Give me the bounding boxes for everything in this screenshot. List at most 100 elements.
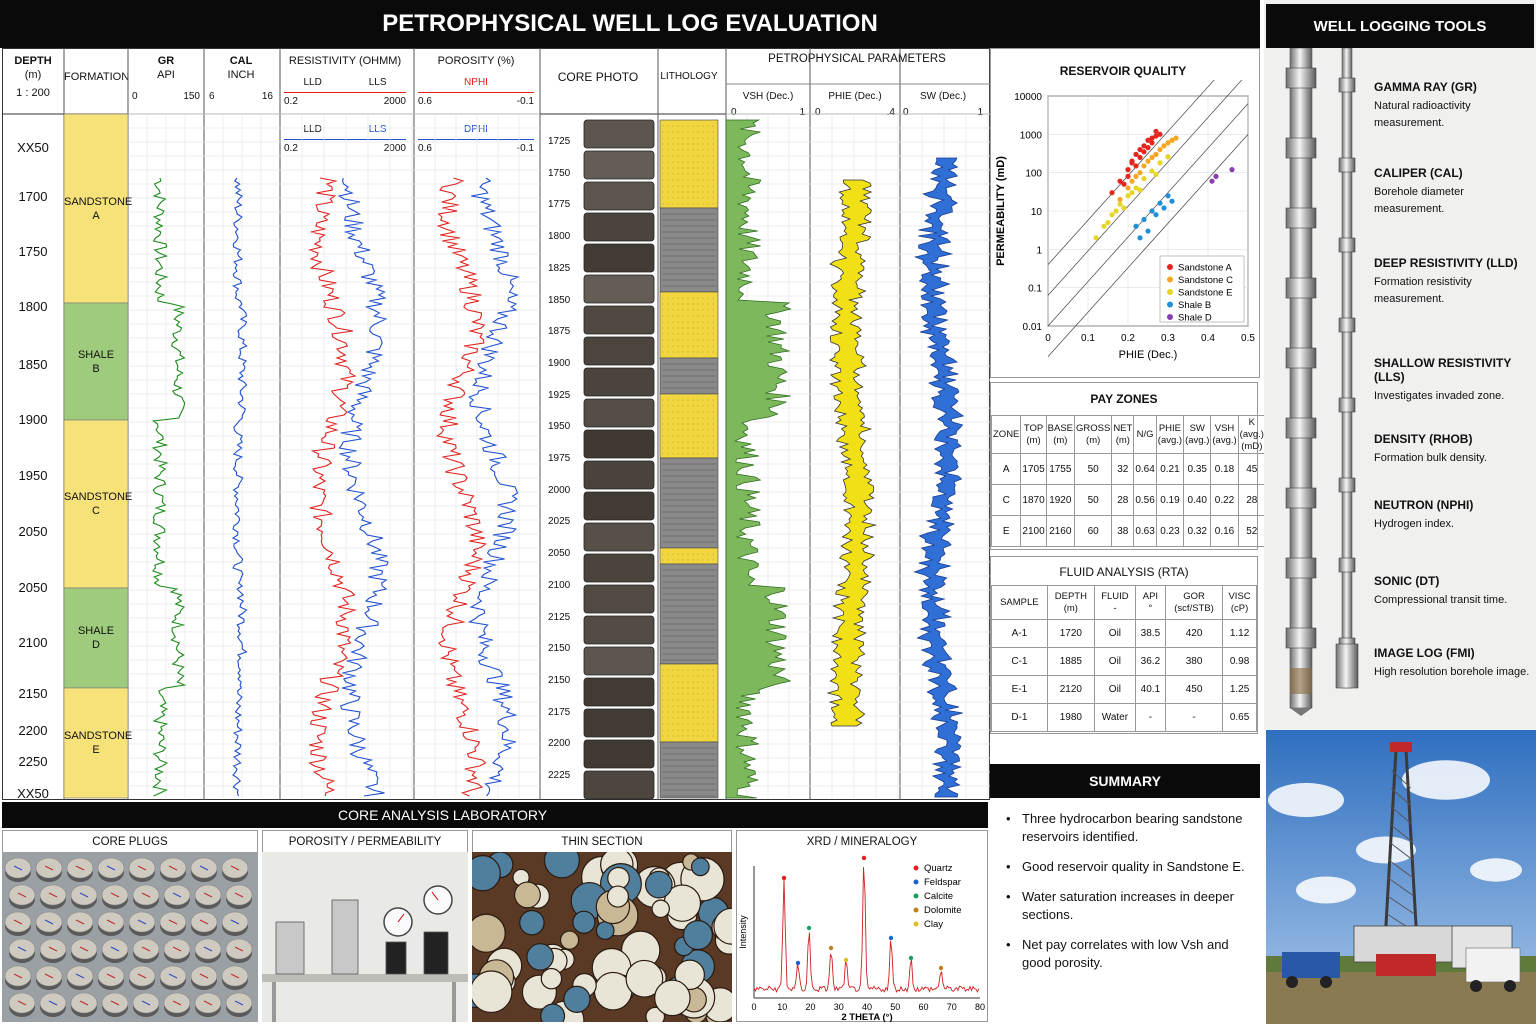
rq-point	[1145, 137, 1151, 143]
lab-cylinder	[385, 941, 407, 975]
table-header-cell: SW (avg.)	[1183, 415, 1212, 454]
page-title: PETROPHYSICAL WELL LOG EVALUATION	[382, 10, 878, 37]
rq-point	[1149, 154, 1155, 161]
cloud	[1268, 782, 1344, 818]
pay-zones-table: ZONE TOP (m) BASE (m) GROSS (m) NET (m) N/G PHIE (a…	[990, 415, 1266, 547]
por-min: 0.6	[418, 96, 432, 107]
cloud	[1296, 876, 1356, 904]
plug-marking	[141, 892, 151, 898]
plug-marking	[203, 946, 213, 952]
rq-point	[1157, 160, 1163, 166]
plug-marking	[13, 919, 23, 925]
core-segment	[583, 708, 655, 738]
plug-marking	[106, 865, 116, 871]
rq-point	[1145, 158, 1151, 164]
tools-bar: WELL LOGGING TOOLS	[1266, 4, 1534, 48]
drilling-rig-photo	[1266, 730, 1536, 1024]
formation-block	[63, 587, 129, 689]
fluid-analysis-table: SAMPLE DEPTH (m) FLUID - API ° GOR (scf/STB) VISC…	[991, 585, 1257, 732]
tool-description: Formation bulk density.	[1374, 452, 1487, 464]
plug-marking	[137, 865, 147, 871]
table-header-cell: NET (m)	[1111, 415, 1135, 454]
rq-x-tick: 0.1	[1081, 333, 1095, 344]
table-cell: E-1	[991, 675, 1048, 704]
xrd-legend-marker	[913, 907, 919, 913]
rq-point	[1165, 140, 1171, 146]
plug-marking	[172, 1000, 182, 1006]
gr-max: 150	[183, 91, 200, 102]
depth-unit: (m)	[24, 69, 42, 81]
resistivity-header: RESISTIVITY (OHMM) LLD LLS 0.2 2000 LLD …	[280, 54, 410, 156]
vsh-max: 1	[799, 107, 805, 118]
grain	[472, 913, 506, 953]
lithology-block	[659, 663, 719, 743]
cloud	[1470, 858, 1522, 882]
table-cell: 0.63	[1133, 515, 1157, 547]
core-depth-label: 1800	[548, 231, 571, 243]
rq-point	[1105, 219, 1111, 226]
plug-marking	[234, 892, 244, 898]
nphi-label: NPHI	[464, 77, 488, 88]
derrick-brace	[1387, 877, 1415, 897]
porosity-label: POROSITY (%)	[437, 55, 515, 67]
rq-x-label: PHIE (Dec.)	[1119, 349, 1178, 361]
vsh-header: VSH (Dec.) 0 1	[728, 90, 808, 120]
cloud	[1402, 760, 1490, 800]
tool-collar	[1285, 627, 1317, 649]
xrd-x-tick: 20	[805, 1002, 815, 1012]
table-cell: 0.35	[1183, 453, 1212, 485]
plug-marking	[110, 1000, 120, 1006]
plug-marking	[137, 919, 147, 925]
rq-y-tick: 100	[1025, 169, 1042, 180]
cal-label: CAL	[229, 55, 253, 67]
table-cell: 380	[1164, 647, 1224, 676]
table-cell: 1.25	[1222, 675, 1257, 704]
rq-x-tick: 0.2	[1121, 333, 1135, 344]
depth-tick-label: 1950	[18, 468, 48, 483]
core-depth-label: 1825	[548, 262, 571, 274]
core-lab-panel-title: CORE PLUGS	[92, 836, 168, 848]
plug-marking	[44, 865, 54, 871]
rq-point	[1141, 176, 1147, 182]
xrd-x-tick: 40	[862, 1002, 872, 1012]
wheel	[1470, 980, 1482, 992]
derrick-brace	[1391, 769, 1411, 789]
derrick-brace	[1390, 787, 1412, 807]
gr-header: GR API 0 150	[128, 54, 204, 104]
lld-curve	[307, 177, 358, 797]
plug-marking	[79, 1000, 89, 1006]
tool-bottom-sub	[1335, 643, 1359, 689]
tool-description: Hydrogen index.	[1374, 518, 1455, 530]
table-cell: 32	[1111, 453, 1135, 485]
rq-trend-line	[1047, 134, 1249, 357]
table-header-cell: N/G	[1133, 415, 1157, 454]
lab-cylinder	[423, 931, 449, 975]
formation-label: SANDSTONE E	[64, 730, 133, 756]
plug-marking	[75, 973, 85, 979]
core-depth-label: 2050	[548, 548, 571, 560]
depth-tick-label: 1900	[18, 412, 48, 427]
table-cell: 0.98	[1222, 647, 1257, 676]
table-header-cell: VSH (avg.)	[1210, 415, 1239, 454]
grain	[572, 910, 596, 934]
grain	[690, 857, 710, 877]
rq-point	[1133, 163, 1139, 169]
core-segment	[583, 305, 655, 335]
grain	[472, 970, 513, 1014]
core-segment	[583, 553, 655, 583]
phie-label: PHIE (Dec.)	[828, 91, 882, 102]
plug-marking	[230, 919, 240, 925]
formation-column: SANDSTONE A SHALE B SANDSTONE C SHALE D SANDSTON…	[64, 114, 133, 798]
plug-marking	[79, 946, 89, 952]
rq-point	[1157, 131, 1163, 137]
grain	[559, 930, 580, 950]
rq-legend-marker	[1167, 289, 1173, 295]
core-segment	[583, 615, 655, 645]
depth-header: DEPTH (m) 1 : 200	[4, 54, 62, 100]
table-row: D-1 1980 Water - -0.65	[991, 703, 1257, 732]
formation-label: SANDSTONE C	[64, 491, 133, 517]
rq-point	[1121, 205, 1127, 211]
reservoir-quality-title: RESERVOIR QUALITY	[1059, 64, 1187, 78]
summary-item: Three hydrocarbon bearing sandstone rese…	[1006, 810, 1258, 846]
core-photo-label: CORE PHOTO	[557, 70, 639, 84]
